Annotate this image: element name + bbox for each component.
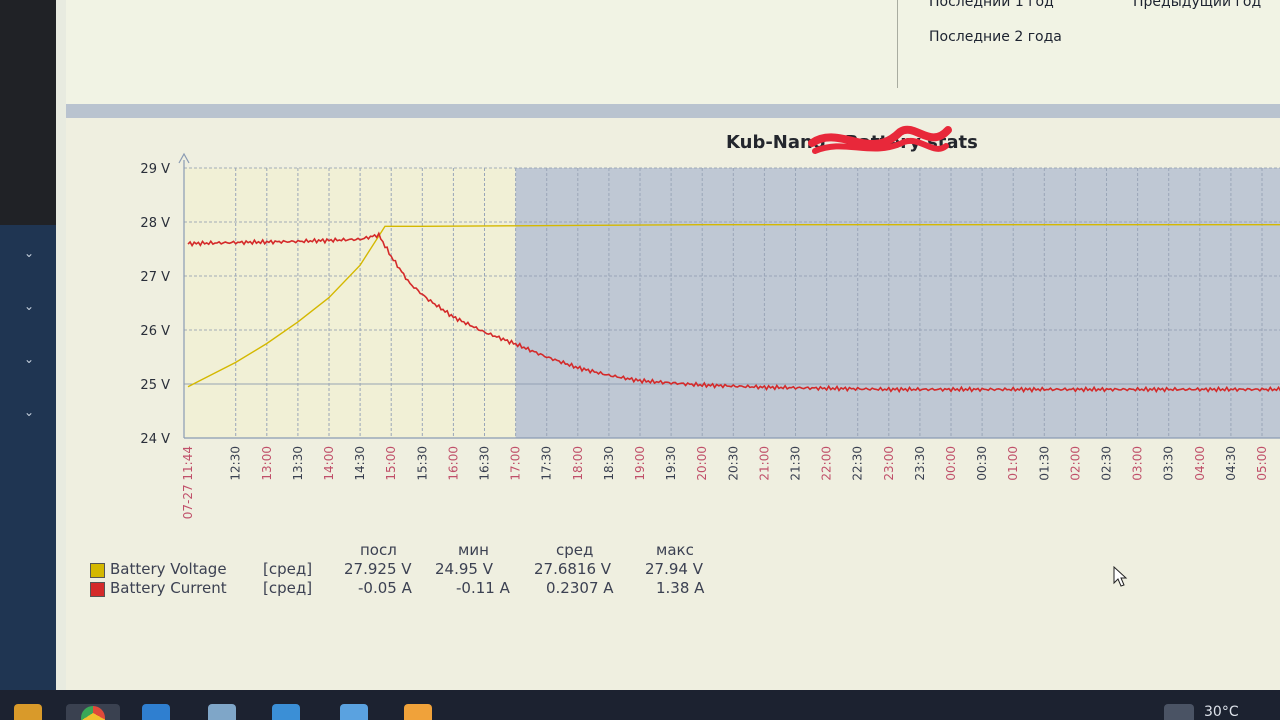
x-tick-label: 17:00 <box>509 446 523 481</box>
x-tick-label: 16:00 <box>446 446 460 481</box>
y-tick-label: 26 V <box>140 324 170 339</box>
legend-header-max: макс <box>656 541 694 559</box>
y-tick-label: 24 V <box>140 432 170 447</box>
legend-avg-voltage: 27.6816 V <box>534 560 611 578</box>
legend-name-voltage: Battery Voltage <box>110 560 227 578</box>
x-tick-label: 04:30 <box>1224 446 1238 481</box>
x-tick-label: 15:00 <box>384 446 398 481</box>
browser-globe-icon[interactable] <box>340 704 368 720</box>
legend-min-voltage: 24.95 V <box>435 560 493 578</box>
virtualbox-icon[interactable] <box>272 704 300 720</box>
x-tick-label: 15:30 <box>415 446 429 481</box>
legend-type-voltage: [сред] <box>263 560 312 578</box>
x-tick-label: 02:30 <box>1100 446 1114 481</box>
x-tick-label: 22:00 <box>820 446 834 481</box>
x-tick-label: 19:00 <box>633 446 647 481</box>
x-tick-label: 14:00 <box>322 446 336 481</box>
x-tick-label: 21:00 <box>757 446 771 481</box>
x-tick-label: 05:00 <box>1255 446 1269 481</box>
x-tick-label: 07-27 11:44 <box>181 446 195 519</box>
y-tick-label: 29 V <box>140 162 170 177</box>
folder-icon[interactable] <box>14 704 42 720</box>
y-tick-label: 27 V <box>140 270 170 285</box>
x-tick-label: 20:30 <box>726 446 740 481</box>
x-tick-label: 13:30 <box>291 446 305 481</box>
y-tick-label: 28 V <box>140 216 170 231</box>
legend-name-current: Battery Current <box>110 579 227 597</box>
legend-header-min: мин <box>458 541 489 559</box>
taskbar <box>0 690 1280 720</box>
legend-header-last: посл <box>360 541 397 559</box>
legend-max-current: 1.38 A <box>656 579 704 597</box>
x-tick-label: 22:30 <box>851 446 865 481</box>
chart-legend: посл мин сред макс Battery Voltage [сред… <box>90 543 790 603</box>
x-tick-label: 00:30 <box>975 446 989 481</box>
document-icon[interactable] <box>404 704 432 720</box>
x-tick-label: 18:00 <box>571 446 585 481</box>
plot-background <box>184 168 516 438</box>
x-tick-label: 20:00 <box>695 446 709 481</box>
x-tick-label: 23:00 <box>882 446 896 481</box>
x-tick-label: 01:30 <box>1037 446 1051 481</box>
legend-swatch-current <box>90 582 105 597</box>
legend-last-voltage: 27.925 V <box>344 560 412 578</box>
app-grid-icon[interactable] <box>142 704 170 720</box>
x-tick-label: 03:30 <box>1162 446 1176 481</box>
x-tick-label: 21:30 <box>789 446 803 481</box>
legend-min-current: -0.11 A <box>456 579 510 597</box>
legend-last-current: -0.05 A <box>358 579 412 597</box>
app-icon[interactable] <box>208 704 236 720</box>
legend-max-voltage: 27.94 V <box>645 560 703 578</box>
x-tick-label: 00:00 <box>944 446 958 481</box>
chrome-icon[interactable] <box>66 704 120 720</box>
x-tick-label: 23:30 <box>913 446 927 481</box>
x-tick-label: 01:00 <box>1006 446 1020 481</box>
legend-avg-current: 0.2307 A <box>546 579 614 597</box>
y-tick-label: 25 V <box>140 378 170 393</box>
x-tick-label: 03:00 <box>1131 446 1145 481</box>
x-tick-label: 17:30 <box>540 446 554 481</box>
news-widget-icon[interactable] <box>1164 704 1194 720</box>
x-tick-label: 16:30 <box>478 446 492 481</box>
mouse-cursor-icon <box>1113 566 1129 588</box>
x-tick-label: 18:30 <box>602 446 616 481</box>
x-tick-label: 14:30 <box>353 446 367 481</box>
x-tick-label: 04:00 <box>1193 446 1207 481</box>
x-tick-label: 12:30 <box>229 446 243 481</box>
tray-temperature: 30°C <box>1204 704 1239 720</box>
legend-type-current: [сред] <box>263 579 312 597</box>
night-shade-band <box>516 168 1280 438</box>
x-tick-label: 13:00 <box>260 446 274 481</box>
legend-header-avg: сред <box>556 541 593 559</box>
x-tick-label: 02:00 <box>1068 446 1082 481</box>
x-tick-label: 19:30 <box>664 446 678 481</box>
legend-swatch-voltage <box>90 563 105 578</box>
